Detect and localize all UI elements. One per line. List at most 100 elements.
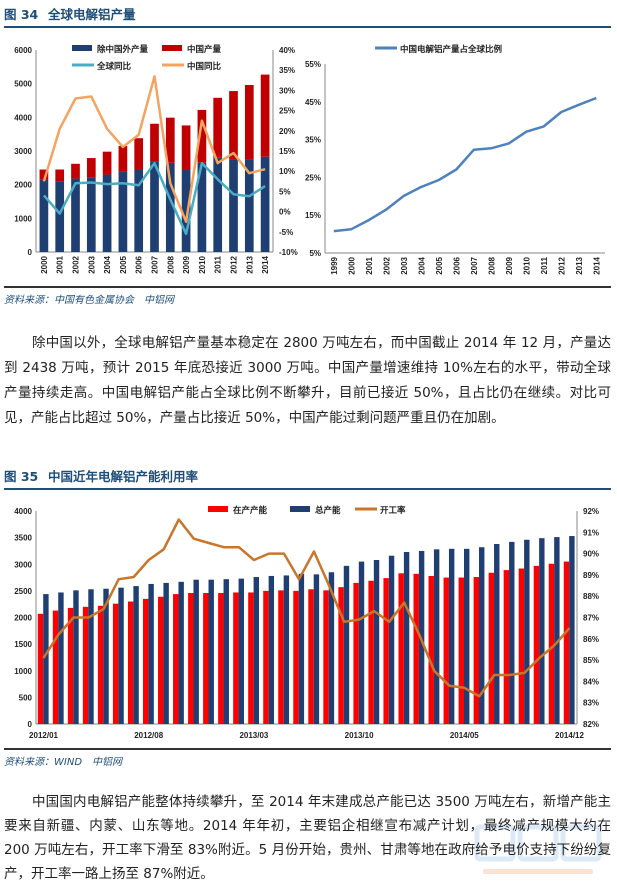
bar-中国产量 — [165, 117, 175, 163]
x-tick-label: 2009 — [182, 255, 191, 273]
bar-在产产能 — [293, 590, 299, 724]
bar-在产产能 — [488, 572, 495, 724]
x-tick-label: 2000 — [40, 255, 49, 273]
bar-总产能 — [448, 548, 455, 724]
x-tick-label: 2004 — [417, 256, 426, 274]
legend-label: 开工率 — [380, 505, 406, 515]
bar-中国产量 — [55, 169, 65, 182]
figure-35-title: 图 35 中国近年电解铝产能利用率 — [4, 466, 611, 490]
bar-除中国外产量 — [229, 159, 238, 252]
y2-tick-label: 83% — [583, 699, 599, 708]
x-tick-label: 2002 — [72, 255, 81, 273]
watermark-logo-shape — [517, 824, 559, 862]
y2-tick-label: 88% — [583, 592, 599, 601]
y2-tick-label: 10% — [279, 167, 295, 176]
bar-在产产能 — [398, 573, 404, 724]
bar-中国产量 — [150, 123, 159, 162]
x-tick-label: 2003 — [87, 255, 96, 273]
x-tick-label: 2007 — [470, 256, 479, 274]
bar-在产产能 — [308, 589, 314, 724]
y-tick-label: 15% — [305, 211, 321, 220]
legend-label: 在产产能 — [233, 505, 268, 515]
bar-在产产能 — [383, 578, 389, 724]
bar-在产产能 — [52, 610, 59, 724]
bar-中国产量 — [197, 109, 207, 163]
bar-总产能 — [208, 579, 214, 724]
y-tick-label: 1500 — [14, 640, 32, 649]
x-tick-label: 2005 — [435, 256, 444, 274]
bar-总产能 — [463, 548, 470, 724]
watermark-logo-shape — [483, 869, 593, 874]
bar-在产产能 — [548, 563, 555, 724]
bar-除中国外产量 — [260, 156, 270, 252]
bar-在产产能 — [233, 592, 239, 724]
y-tick-label: 3000 — [14, 560, 32, 569]
bar-在产产能 — [473, 577, 480, 724]
y2-tick-label: 5% — [279, 187, 291, 196]
bar-总产能 — [58, 592, 64, 724]
y2-tick-label: 20% — [279, 127, 295, 136]
y2-tick-label: 35% — [279, 66, 295, 75]
x-tick-label: 2012/01 — [29, 731, 58, 740]
bar-在产产能 — [428, 575, 434, 724]
bar-总产能 — [569, 536, 575, 724]
bar-在产产能 — [458, 577, 464, 724]
bar-在产产能 — [188, 593, 194, 724]
bar-在产产能 — [368, 580, 374, 724]
bar-中国产量 — [244, 85, 254, 160]
legend-label: 中国产量 — [187, 44, 222, 54]
y2-tick-label: 85% — [583, 656, 599, 665]
x-tick-label: 2006 — [135, 255, 144, 273]
bar-中国产量 — [118, 145, 128, 172]
bar-除中国外产量 — [244, 159, 254, 252]
divider — [4, 286, 611, 288]
legend-label: 中国电解铝产量占全球比例 — [400, 44, 503, 54]
figure-number: 图 35 — [4, 469, 39, 484]
bar-除中国外产量 — [134, 169, 144, 252]
bar-总产能 — [283, 575, 290, 724]
bar-在产产能 — [37, 613, 44, 724]
bar-除中国外产量 — [213, 157, 223, 252]
x-tick-label: 2003 — [400, 256, 409, 274]
bar-总产能 — [328, 572, 335, 724]
bar-在产产能 — [323, 590, 329, 724]
bar-除中国外产量 — [165, 162, 175, 252]
bar-除中国外产量 — [55, 181, 65, 252]
x-tick-label: 2000 — [347, 256, 356, 274]
figure-34-source: 资料来源：中国有色金属协会 中铝网 — [4, 295, 174, 306]
watermark-logo-shape — [560, 824, 602, 862]
y-tick-label: 55% — [305, 60, 321, 69]
x-tick-label: 2011 — [214, 255, 223, 273]
bar-除中国外产量 — [71, 178, 80, 252]
bar-在产产能 — [518, 568, 525, 724]
bar-在产产能 — [278, 590, 284, 724]
x-tick-label: 2009 — [505, 256, 514, 274]
bar-总产能 — [298, 573, 305, 724]
x-tick-label: 2010 — [198, 255, 207, 273]
bar-除中国外产量 — [197, 162, 207, 252]
bar-在产产能 — [338, 587, 344, 724]
bar-总产能 — [494, 544, 500, 724]
y2-tick-label: 15% — [279, 147, 295, 156]
bar-除中国外产量 — [118, 171, 128, 252]
x-tick-label: 2005 — [119, 255, 128, 273]
x-tick-label: 2011 — [540, 256, 549, 274]
capacity-utilization-chart: 0 500 1000 1500 2000 2500 3000 3500 4000 82% 83% 84… — [14, 505, 599, 740]
x-tick-label: 1999 — [330, 256, 339, 274]
x-tick-label: 2007 — [151, 255, 160, 273]
bar-总产能 — [238, 578, 244, 724]
y-tick-label: 6000 — [14, 46, 32, 55]
bar-总产能 — [403, 552, 410, 724]
bar-中国产量 — [260, 74, 270, 157]
bar-在产产能 — [248, 592, 254, 724]
bar-总产能 — [73, 590, 79, 724]
x-tick-label: 2002 — [382, 256, 391, 274]
figure-34-title: 图 34 全球电解铝产量 — [4, 4, 611, 28]
divider — [4, 748, 611, 750]
bar-总产能 — [193, 579, 199, 724]
bar-总产能 — [433, 549, 440, 724]
share-chart: 5% 15% 25% 35% 45% 55% 1999 2000 2001 2002 2003 200… — [305, 44, 605, 275]
y-tick-label: 4000 — [14, 507, 32, 516]
bar-在产产能 — [353, 582, 359, 724]
x-tick-label: 2012/08 — [134, 731, 163, 740]
